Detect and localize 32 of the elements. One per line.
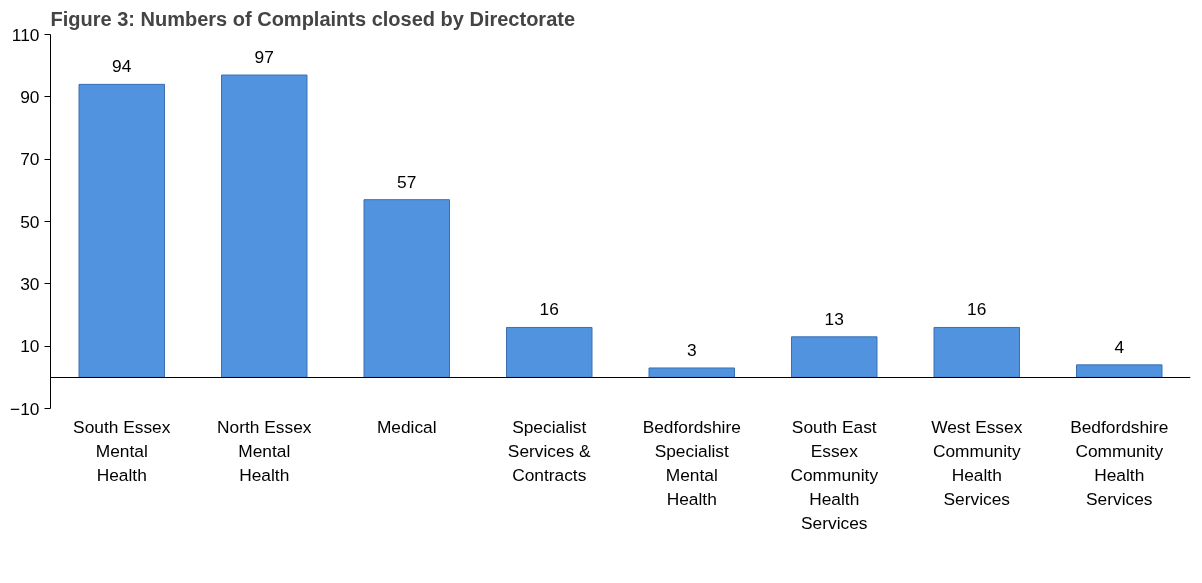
x-tick-label: Bedfordshire Community Health Services — [1070, 416, 1169, 509]
x-tick-label: West Essex Community Health Services — [931, 416, 1023, 509]
data-label: 4 — [1114, 336, 1125, 357]
x-tick-label: North Essex Mental Health — [217, 416, 312, 485]
y-tick-label: 110 — [11, 24, 40, 45]
data-label: 16 — [967, 299, 987, 320]
data-label: 94 — [112, 56, 132, 77]
data-label: 16 — [539, 299, 559, 320]
x-tick-label: Specialist Services & Contracts — [507, 416, 592, 485]
y-tick-label: 70 — [20, 149, 40, 170]
bar — [1076, 364, 1163, 378]
data-label: 57 — [397, 171, 417, 192]
x-tick-label: South Essex Mental Health — [73, 416, 171, 485]
data-label: 3 — [686, 339, 697, 360]
bar — [221, 74, 308, 378]
bar — [648, 367, 735, 378]
bar — [506, 326, 593, 378]
y-tick-label: 10 — [20, 336, 40, 357]
y-tick-label: 90 — [20, 86, 40, 107]
bar — [78, 83, 165, 378]
data-label: 97 — [254, 47, 274, 68]
x-tick-label: Medical — [376, 416, 437, 437]
y-tick-label: 30 — [20, 273, 40, 294]
bar — [791, 336, 878, 378]
data-label: 13 — [824, 308, 844, 329]
bar — [363, 199, 450, 378]
chart-title: Figure 3: Numbers of Complaints closed by Directorate — [50, 7, 576, 30]
y-tick-label: 50 — [20, 211, 40, 232]
y-tick-label: −10 — [10, 398, 40, 419]
bar — [933, 326, 1020, 378]
x-tick-label: South East Essex Community Health Services — [790, 416, 879, 533]
x-tick-label: Bedfordshire Specialist Mental Health — [642, 416, 741, 509]
